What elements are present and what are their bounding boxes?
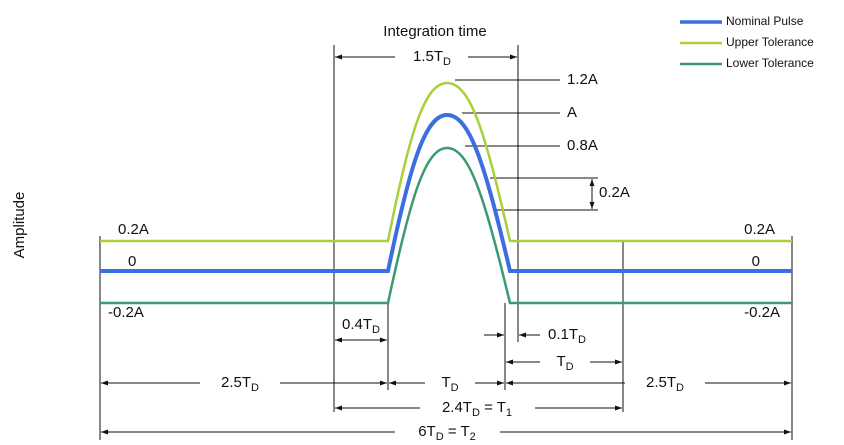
- legend: Nominal Pulse Upper Tolerance Lower Tole…: [680, 14, 814, 70]
- legend-entry: Lower Tolerance: [726, 56, 814, 70]
- level-label: 0: [752, 253, 760, 270]
- dimension-label: 2.5TD: [646, 374, 684, 394]
- dimension-label: 0.4TD: [342, 316, 380, 336]
- subscript: D: [436, 431, 444, 443]
- dimension-arrows: [101, 54, 791, 435]
- peak-label: A: [567, 104, 577, 121]
- subscript: D: [443, 56, 451, 68]
- level-label: -0.2A: [108, 304, 144, 321]
- lower-tolerance-trace: [100, 146, 792, 305]
- legend-entry: Upper Tolerance: [726, 35, 814, 49]
- level-label: 0.2A: [744, 221, 775, 238]
- title: Integration time: [383, 23, 486, 40]
- dimension-label: TD: [441, 374, 458, 394]
- dimension-label: 6TD = T2: [418, 423, 476, 443]
- upper-tolerance-trace: [100, 81, 792, 243]
- nominal-pulse-trace: [100, 112, 792, 273]
- label-text: 1.5T: [413, 48, 443, 65]
- subscript: D: [676, 382, 684, 394]
- subscript: 2: [470, 431, 476, 443]
- label-text: 2.5T: [646, 374, 676, 391]
- peak-label: 0.8A: [567, 137, 598, 154]
- label-text: = T: [444, 423, 470, 440]
- subscript: 1: [506, 407, 512, 419]
- dimension-label: 2.4TD = T1: [442, 399, 512, 419]
- level-label: 0.2A: [118, 221, 149, 238]
- label-text: T: [441, 374, 450, 391]
- label-text: 2.4T: [442, 399, 472, 416]
- level-label: 0: [128, 253, 136, 270]
- y-axis-label: Amplitude: [11, 192, 28, 259]
- subscript: D: [578, 334, 586, 346]
- subscript: D: [566, 361, 574, 373]
- dimension-label: TD: [556, 353, 573, 373]
- label-text: 6T: [418, 423, 436, 440]
- label-text: 0.1T: [548, 326, 578, 343]
- subscript: D: [472, 407, 480, 419]
- label-text: T: [556, 353, 565, 370]
- dimension-label: 0.1TD: [548, 326, 586, 346]
- subscript: D: [372, 324, 380, 336]
- subscript: D: [451, 382, 459, 394]
- peak-label: 1.2A: [567, 71, 598, 88]
- tolerance-label: 0.2A: [599, 184, 630, 201]
- label-text: 0.4T: [342, 316, 372, 333]
- label-text: = T: [480, 399, 506, 416]
- dimension-label: 1.5TD: [413, 48, 451, 68]
- level-label: -0.2A: [744, 304, 780, 321]
- dimension-label: 2.5TD: [221, 374, 259, 394]
- subscript: D: [251, 382, 259, 394]
- label-text: 2.5T: [221, 374, 251, 391]
- legend-entry: Nominal Pulse: [726, 14, 804, 28]
